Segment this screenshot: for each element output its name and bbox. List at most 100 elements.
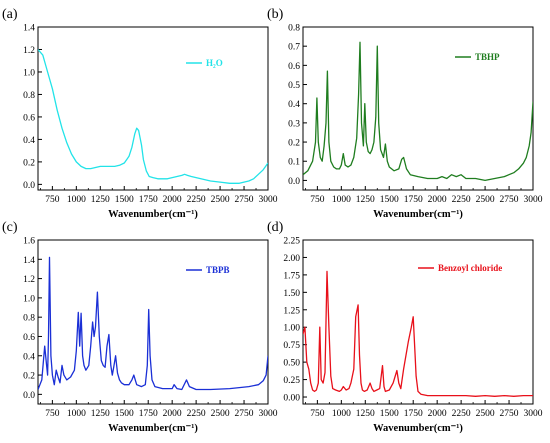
x-tick-label: 2000 — [428, 195, 447, 205]
x-tick-label: 2500 — [476, 409, 495, 419]
legend-label: TBHP — [475, 52, 500, 62]
y-tick-label: 1.2 — [23, 275, 35, 285]
chart-panel: (d) 750 1000 1250 1500 1750 2000 2250 2500 2750 30… — [267, 220, 543, 434]
x-tick-label: 1500 — [380, 409, 399, 419]
panel-label: (c) — [2, 220, 18, 235]
legend-label: TBPB — [206, 265, 230, 275]
y-tick-label: 0.8 — [23, 314, 35, 324]
x-tick-label: 2750 — [235, 195, 254, 205]
y-tick-label: 2.25 — [283, 237, 300, 247]
y-tick-label: 1.50 — [283, 289, 300, 299]
y-tick-label: 0.8 — [288, 24, 300, 34]
x-tick-label: 750 — [45, 409, 60, 419]
x-tick-label: 1250 — [356, 195, 375, 205]
x-tick-label: 1750 — [139, 409, 158, 419]
chart-panel: (a) 750 1000 1250 1500 1750 2000 2250 2500 2750 30… — [2, 7, 278, 220]
y-tick-label: 0.4 — [23, 136, 35, 146]
y-tick-label: 1.4 — [23, 256, 35, 266]
y-tick-label: 0.2 — [288, 139, 300, 149]
x-tick-label: 1250 — [91, 195, 110, 205]
y-tick-label: 1.0 — [23, 294, 35, 304]
x-tick-label: 1000 — [67, 409, 86, 419]
y-tick-label: 0.6 — [288, 62, 300, 72]
x-tick-label: 2750 — [235, 409, 254, 419]
x-tick-label: 3000 — [524, 409, 543, 419]
y-tick-label: 0.1 — [288, 158, 300, 168]
x-tick-label: 1000 — [332, 195, 351, 205]
x-tick-label: 3000 — [259, 409, 278, 419]
series-line — [38, 256, 268, 391]
panel-label: (b) — [267, 7, 284, 22]
y-tick-label: 0.6 — [23, 333, 35, 343]
series-line — [38, 49, 268, 184]
y-tick-label: 1.00 — [283, 324, 300, 334]
x-tick-label: 2250 — [187, 409, 206, 419]
y-tick-label: 0.5 — [288, 81, 300, 91]
x-tick-label: 750 — [310, 195, 325, 205]
y-tick-label: 1.0 — [23, 68, 35, 78]
x-axis-label: Wavenumber(cm⁻¹) — [373, 423, 463, 434]
x-axis-label: Wavenumber(cm⁻¹) — [108, 209, 198, 220]
x-tick-label: 1750 — [404, 409, 423, 419]
y-tick-label: 0.8 — [23, 91, 35, 101]
panel-label: (d) — [267, 220, 284, 235]
y-tick-label: 0.4 — [288, 100, 300, 110]
x-tick-label: 1000 — [332, 409, 351, 419]
y-tick-label: 1.4 — [23, 24, 35, 34]
series-line — [303, 41, 533, 182]
y-tick-label: 0.0 — [288, 177, 300, 187]
x-axis-label: Wavenumber(cm⁻¹) — [373, 209, 463, 220]
x-tick-label: 1250 — [356, 409, 375, 419]
x-tick-label: 1500 — [115, 409, 134, 419]
x-tick-label: 2250 — [187, 195, 206, 205]
y-tick-label: 0.50 — [283, 359, 300, 369]
x-tick-label: 3000 — [259, 195, 278, 205]
y-tick-label: 0.25 — [283, 376, 300, 386]
x-tick-label: 750 — [310, 409, 325, 419]
y-tick-label: 2.00 — [283, 254, 300, 264]
y-tick-label: 0.0 — [23, 391, 35, 401]
series-line — [303, 270, 533, 397]
x-tick-label: 3000 — [524, 195, 543, 205]
x-tick-label: 2500 — [476, 195, 495, 205]
chart-panel: (b) 750 1000 1250 1500 1750 2000 2250 2500 2750 30… — [267, 7, 543, 220]
x-tick-label: 1250 — [91, 409, 110, 419]
x-tick-label: 1500 — [115, 195, 134, 205]
x-tick-label: 2250 — [452, 195, 471, 205]
x-tick-label: 2000 — [428, 409, 447, 419]
x-tick-label: 2250 — [452, 409, 471, 419]
plot-frame — [37, 239, 269, 405]
y-tick-label: 0.0 — [23, 181, 35, 191]
y-tick-label: 0.00 — [283, 394, 300, 404]
y-tick-label: 1.6 — [23, 237, 35, 247]
x-tick-label: 2500 — [211, 195, 230, 205]
plot-frame — [302, 239, 534, 405]
x-tick-label: 1000 — [67, 195, 86, 205]
x-tick-label: 1500 — [380, 195, 399, 205]
x-tick-label: 750 — [45, 195, 60, 205]
x-tick-label: 2000 — [163, 409, 182, 419]
x-tick-label: 1750 — [139, 195, 158, 205]
x-tick-label: 1750 — [404, 195, 423, 205]
chart-panel: (c) 750 1000 1250 1500 1750 2000 2250 2500 2750 30… — [2, 220, 278, 434]
legend-label: H₂O — [206, 58, 223, 68]
y-tick-label: 1.25 — [283, 306, 300, 316]
y-tick-label: 0.2 — [23, 372, 35, 382]
panel-label: (a) — [2, 7, 18, 22]
y-tick-label: 0.6 — [23, 113, 35, 123]
x-tick-label: 2750 — [500, 409, 519, 419]
y-tick-label: 1.2 — [23, 46, 35, 56]
y-tick-label: 0.4 — [23, 352, 35, 362]
y-tick-label: 1.75 — [283, 271, 300, 281]
y-tick-label: 0.75 — [283, 341, 300, 351]
x-tick-label: 2500 — [211, 409, 230, 419]
plot-frame — [37, 26, 269, 191]
x-tick-label: 2000 — [163, 195, 182, 205]
y-tick-label: 0.7 — [288, 43, 300, 53]
y-tick-label: 0.2 — [23, 158, 35, 168]
legend-label: Benzoyl chloride — [438, 263, 502, 273]
x-tick-label: 2750 — [500, 195, 519, 205]
x-axis-label: Wavenumber(cm⁻¹) — [108, 423, 198, 434]
y-tick-label: 0.3 — [288, 119, 300, 129]
